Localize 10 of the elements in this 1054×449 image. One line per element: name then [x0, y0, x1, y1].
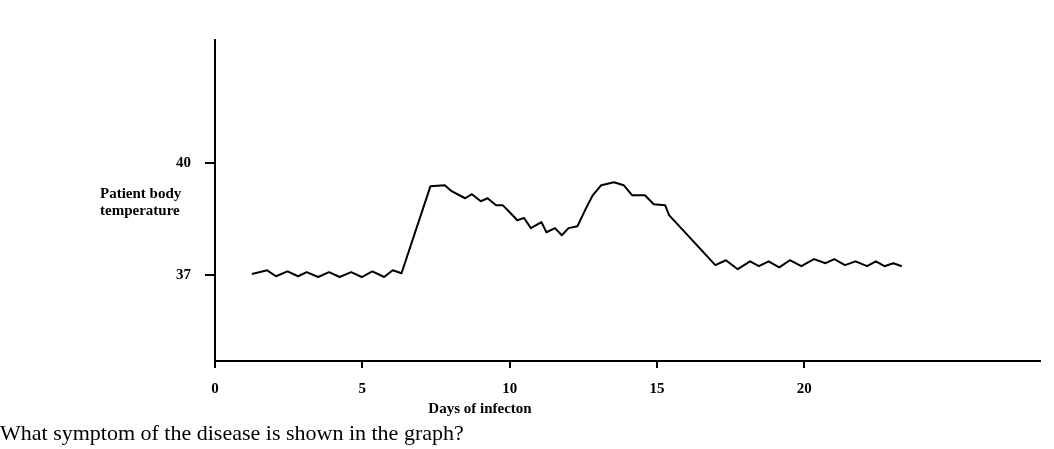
x-axis-title: Days of infecton [427, 400, 533, 417]
x-tick-label: 5 [358, 379, 367, 396]
x-tick-label: 20 [796, 379, 812, 396]
x-tick-label: 0 [211, 379, 219, 396]
y-tick-label: 40 [176, 154, 191, 171]
x-tick-label: 15 [649, 379, 665, 396]
x-tick-label: 10 [502, 379, 518, 396]
y-axis-title: Patient body temperature [100, 185, 183, 219]
y-tick-label: 37 [176, 266, 192, 283]
text: What symptom of the disease is shown in the graph? [0, 420, 464, 446]
